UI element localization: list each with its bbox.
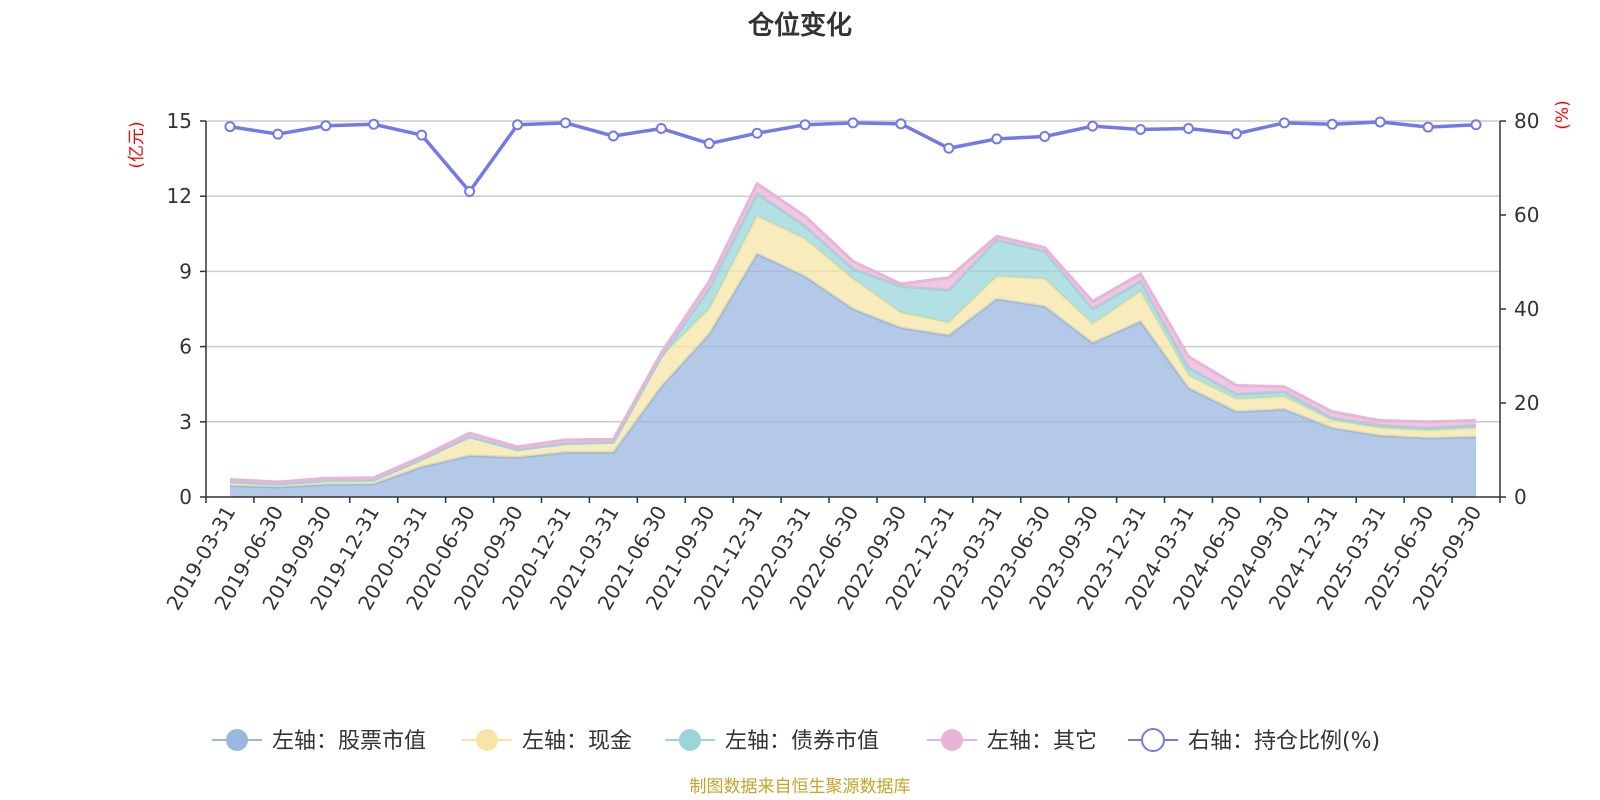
ratio-point[interactable] (847, 117, 859, 129)
legend-label: 左轴：现金 (522, 729, 632, 754)
legend-label: 左轴：股票市值 (272, 729, 426, 754)
legend-label: 右轴：持仓比例(%) (1188, 729, 1380, 754)
legend-marker (941, 729, 963, 751)
ratio-point[interactable] (1470, 119, 1482, 131)
ratio-point[interactable] (1182, 123, 1194, 135)
area-edge-series-3 (229, 181, 1477, 484)
right-tick-label: 40 (1514, 297, 1539, 321)
ratio-point[interactable] (943, 142, 955, 154)
right-tick-label: 60 (1514, 203, 1539, 227)
legend-marker (679, 729, 701, 751)
position-ratio-line (224, 116, 1482, 197)
ratio-point[interactable] (1135, 123, 1147, 135)
legend-item-3[interactable]: 左轴：其它 (927, 729, 1097, 754)
legend[interactable]: 左轴：股票市值 左轴：现金 左轴：债券市值 左轴：其它 右轴：持仓比例(%) (212, 728, 1380, 754)
ratio-point[interactable] (607, 130, 619, 142)
axes (200, 120, 1506, 503)
left-tick-label: 3 (179, 410, 192, 434)
ratio-point[interactable] (1374, 116, 1386, 128)
left-axis-unit: (亿元) (127, 121, 147, 168)
legend-item-4[interactable]: 右轴：持仓比例(%) (1128, 728, 1380, 754)
ratio-point[interactable] (1087, 120, 1099, 132)
left-tick-label: 12 (167, 184, 192, 208)
ratio-line (229, 120, 1477, 195)
ratio-point[interactable] (1422, 121, 1434, 133)
right-axis-unit: (%) (1553, 100, 1573, 129)
ratio-point[interactable] (1230, 128, 1242, 140)
legend-marker (226, 729, 248, 751)
ratio-point[interactable] (895, 118, 907, 130)
legend-item-1[interactable]: 左轴：现金 (462, 729, 632, 754)
legend-item-2[interactable]: 左轴：债券市值 (665, 729, 879, 754)
left-tick-label: 0 (179, 485, 192, 509)
source-note: 制图数据来自恒生聚源数据库 (690, 777, 911, 797)
ratio-point[interactable] (751, 127, 763, 139)
ratio-point[interactable] (512, 119, 524, 131)
ratio-point[interactable] (655, 123, 667, 135)
right-tick-label: 80 (1514, 109, 1539, 133)
ratio-point[interactable] (703, 138, 715, 150)
legend-marker (476, 729, 498, 751)
left-tick-label: 6 (179, 335, 192, 359)
legend-marker (1141, 728, 1165, 752)
stacked-areas (229, 181, 1477, 497)
legend-item-0[interactable]: 左轴：股票市值 (212, 729, 426, 754)
area-series-0 (229, 253, 1477, 497)
ratio-point[interactable] (224, 121, 236, 133)
ratio-point[interactable] (799, 119, 811, 131)
ratio-point[interactable] (368, 118, 380, 130)
ratio-point[interactable] (991, 133, 1003, 145)
left-tick-label: 9 (179, 259, 192, 283)
ratio-point[interactable] (1278, 117, 1290, 129)
legend-label: 左轴：其它 (987, 729, 1097, 754)
ratio-point[interactable] (464, 186, 476, 197)
ratio-point[interactable] (1326, 118, 1338, 130)
ratio-point[interactable] (1039, 131, 1051, 143)
chart-title: 仓位变化 (747, 10, 852, 41)
right-tick-label: 20 (1514, 391, 1539, 415)
ratio-point[interactable] (320, 120, 332, 132)
right-tick-label: 0 (1514, 485, 1527, 509)
legend-label: 左轴：债券市值 (725, 729, 879, 754)
left-tick-label: 15 (167, 109, 192, 133)
ratio-point[interactable] (272, 128, 284, 140)
ratio-point[interactable] (559, 117, 571, 129)
ratio-point[interactable] (416, 129, 428, 141)
